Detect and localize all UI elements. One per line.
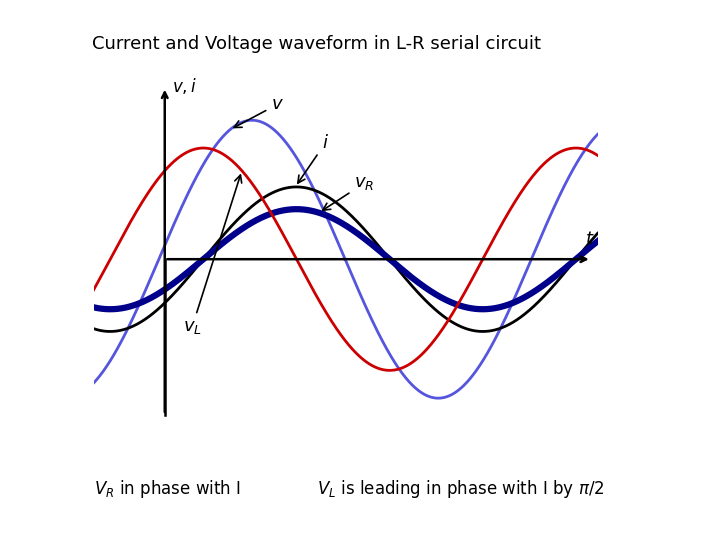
Text: $V_R$ in phase with I: $V_R$ in phase with I <box>94 478 240 500</box>
Text: $V_L$ is leading in phase with I by $\pi$/2: $V_L$ is leading in phase with I by $\pi… <box>317 478 604 500</box>
Text: $v, i$: $v, i$ <box>172 76 197 96</box>
Text: Current and Voltage waveform in L-R serial circuit: Current and Voltage waveform in L-R seri… <box>92 35 541 53</box>
Text: $v_L$: $v_L$ <box>183 175 242 336</box>
Text: $v_R$: $v_R$ <box>323 174 374 210</box>
Text: $i$: $i$ <box>298 134 329 183</box>
Text: $v$: $v$ <box>234 95 284 127</box>
Text: $t$: $t$ <box>585 230 595 248</box>
